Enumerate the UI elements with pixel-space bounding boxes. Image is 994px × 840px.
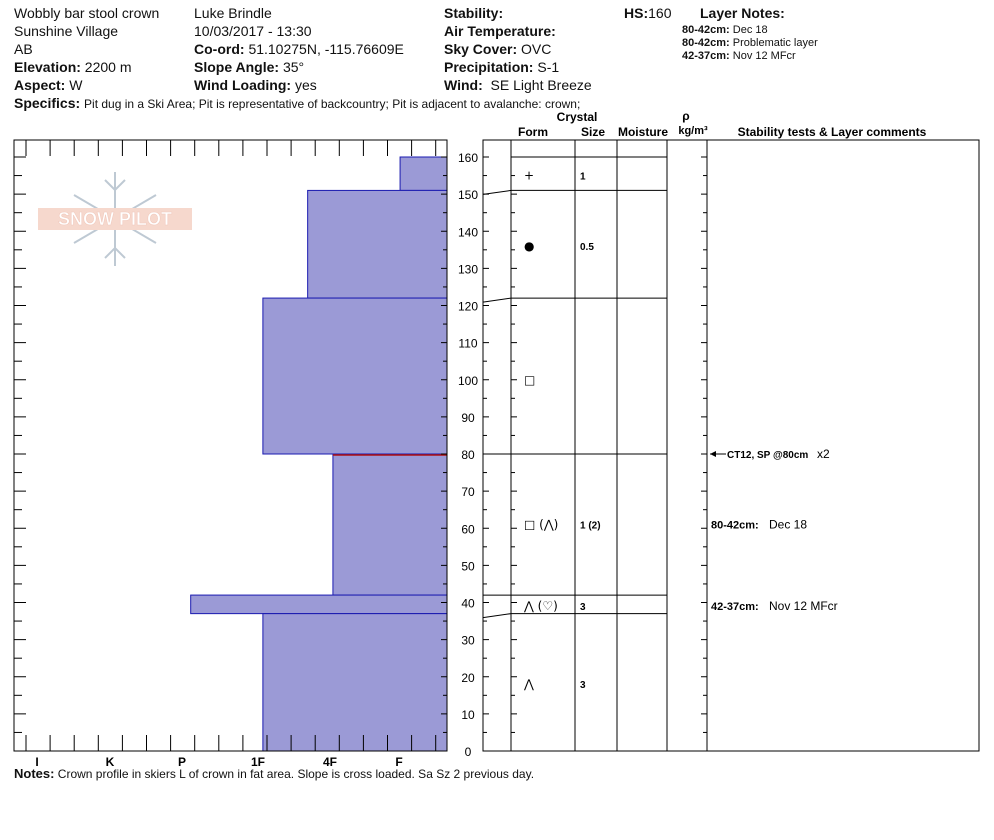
depth-tick-label: 50 bbox=[461, 559, 475, 573]
hardness-bar bbox=[262, 297, 448, 455]
hardness-tick-label: F bbox=[395, 755, 402, 769]
depth-tick-label: 70 bbox=[461, 485, 475, 499]
depth-axis: 0 10 20 30 40 50 60 70 80 90 100 110 120 130 140 150 160 bbox=[441, 140, 478, 759]
crystal-size: 1 bbox=[580, 172, 586, 183]
depth-tick-label: 120 bbox=[458, 300, 478, 314]
layer-note: 80-42cm: Dec 18 bbox=[682, 24, 768, 36]
layer-notes-heading: Layer Notes: bbox=[700, 5, 785, 21]
stability-test: CT12, SP @80cm bbox=[727, 450, 808, 461]
location: Sunshine Village bbox=[14, 23, 119, 39]
depth-tick-label: 90 bbox=[461, 411, 475, 425]
arrow-head-icon bbox=[710, 451, 716, 457]
column-header: Form bbox=[518, 125, 548, 139]
crystal-table: Crystal Form Size Moisture ρ kg/m³ Stability t… bbox=[482, 109, 980, 752]
hardness-bar bbox=[399, 156, 448, 191]
layer-boundary bbox=[482, 297, 512, 303]
layer-comment-range: 42-37cm: bbox=[711, 601, 759, 613]
crystal-form: □ (⋀) bbox=[524, 518, 558, 532]
coordinates: Co-ord: 51.10275N, -115.76609E bbox=[194, 41, 404, 57]
depth-tick-label: 110 bbox=[458, 337, 477, 351]
layer-comment: Nov 12 MFcr bbox=[769, 599, 838, 613]
stability-test-multiplier: x2 bbox=[817, 447, 830, 461]
hardness-tick-label: K bbox=[106, 755, 115, 769]
layer-boundary bbox=[482, 189, 512, 195]
hardness-tick-label: 1F bbox=[251, 755, 265, 769]
depth-tick-label: 20 bbox=[461, 671, 475, 685]
depth-tick-label: 140 bbox=[458, 225, 478, 239]
depth-tick-label: 80 bbox=[461, 448, 475, 462]
column-header: Stability tests & Layer comments bbox=[738, 125, 927, 139]
depth-tick-label: 0 bbox=[465, 745, 472, 759]
region: AB bbox=[14, 41, 33, 57]
snow-height: HS:160 bbox=[624, 5, 672, 21]
table-frame bbox=[482, 139, 980, 752]
crystal-size: 1 (2) bbox=[580, 521, 601, 532]
sky-cover: Sky Cover: OVC bbox=[444, 41, 552, 57]
depth-tick-label: 130 bbox=[458, 262, 478, 276]
depth-tick-label: 160 bbox=[458, 151, 478, 165]
hardness-bar bbox=[190, 594, 448, 615]
crystal-size: 3 bbox=[580, 680, 586, 691]
hardness-bar bbox=[332, 453, 448, 596]
layer-note: 42-37cm: Nov 12 MFcr bbox=[682, 50, 796, 62]
depth-tick-label: 100 bbox=[458, 374, 478, 388]
layer-comment: Dec 18 bbox=[769, 518, 807, 532]
slope-angle: Slope Angle: 35° bbox=[194, 59, 305, 75]
wind-loading: Wind Loading: yes bbox=[194, 77, 317, 93]
elevation: Elevation: 2200 m bbox=[14, 59, 132, 75]
snowpilot-logo: SNOW PILOT bbox=[38, 172, 192, 266]
column-header: kg/m³ bbox=[678, 125, 708, 137]
notes: Notes: Crown profile in skiers L of crow… bbox=[14, 766, 535, 781]
crystal-form: + bbox=[524, 169, 534, 183]
layer-boundary bbox=[482, 613, 512, 619]
logo-text: SNOW PILOT bbox=[58, 209, 172, 229]
stability: Stability: bbox=[444, 5, 504, 21]
column-header: Size bbox=[581, 125, 605, 139]
specifics: Specifics: Pit dug in a Ski Area; Pit is… bbox=[14, 95, 581, 111]
aspect: Aspect: W bbox=[14, 77, 83, 93]
logo-banner bbox=[38, 208, 192, 230]
depth-tick-label: 60 bbox=[461, 522, 475, 536]
hardness-bar bbox=[262, 613, 448, 752]
air-temperature: Air Temperature: bbox=[444, 23, 556, 39]
crystal-form: ⋀ bbox=[523, 677, 534, 691]
precipitation: Precipitation: S-1 bbox=[444, 59, 560, 75]
hardness-tick-label: 4F bbox=[323, 755, 337, 769]
layer-comment-range: 80-42cm: bbox=[711, 520, 759, 532]
layer-note: 80-42cm: Problematic layer bbox=[682, 37, 818, 49]
pit-title: Wobbly bar stool crown bbox=[14, 5, 160, 21]
column-header: Moisture bbox=[618, 125, 668, 139]
hardness-bar bbox=[307, 189, 448, 299]
depth-tick-label: 40 bbox=[461, 597, 475, 611]
crystal-form: ⋀ (♡) bbox=[523, 599, 558, 613]
depth-tick-label: 10 bbox=[461, 708, 475, 722]
crystal-form: □ bbox=[524, 373, 535, 387]
crystal-size: 0.5 bbox=[580, 242, 594, 253]
column-header: Crystal bbox=[557, 110, 598, 124]
wind: Wind: SE Light Breeze bbox=[444, 77, 592, 93]
crystal-form: ● bbox=[524, 239, 534, 253]
depth-tick-label: 150 bbox=[458, 188, 478, 202]
column-header: ρ bbox=[682, 109, 689, 123]
observer: Luke Brindle bbox=[194, 5, 272, 21]
crystal-size: 3 bbox=[580, 602, 586, 613]
datetime: 10/03/2017 - 13:30 bbox=[194, 23, 312, 39]
hardness-tick-label: I bbox=[35, 755, 38, 769]
hardness-bars bbox=[190, 156, 448, 752]
hardness-tick-label: P bbox=[178, 755, 186, 769]
depth-tick-label: 30 bbox=[461, 634, 475, 648]
